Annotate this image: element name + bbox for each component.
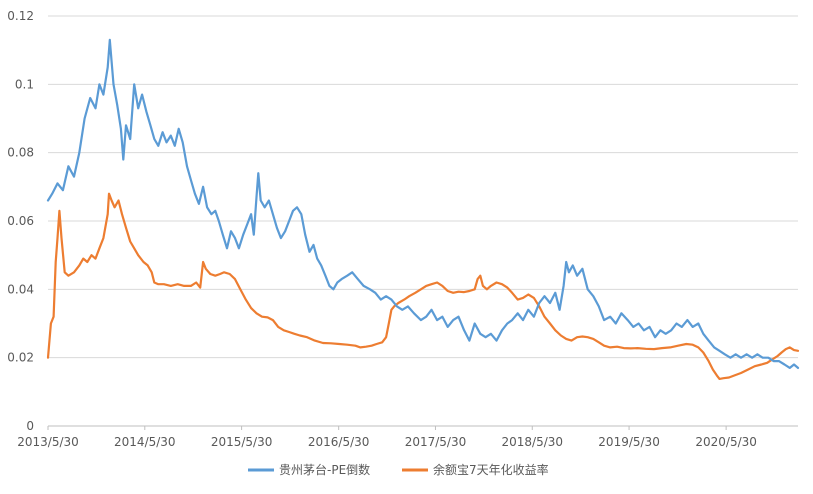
legend: 贵州茅台-PE倒数 余额宝7天年化收益率 bbox=[248, 462, 549, 477]
series-line bbox=[46, 192, 800, 380]
x-tick-label: 2018/5/30 bbox=[501, 435, 563, 449]
y-axis-tick-labels: 0 0.02 0.04 0.06 0.08 0.1 0.12 bbox=[7, 9, 34, 433]
legend-entry-label: 余额宝7天年化收益率 bbox=[433, 462, 549, 477]
series-layer bbox=[46, 38, 800, 380]
y-tick-label: 0 bbox=[26, 419, 34, 433]
x-tick-label: 2013/5/30 bbox=[17, 435, 79, 449]
x-axis-tick-labels: 2013/5/30 2014/5/30 2015/5/30 2016/5/30 2017… bbox=[17, 426, 757, 449]
x-tick-label: 2017/5/30 bbox=[405, 435, 467, 449]
x-tick-label: 2020/5/30 bbox=[695, 435, 757, 449]
series-line bbox=[46, 38, 800, 369]
y-tick-label: 0.12 bbox=[7, 9, 34, 23]
legend-entry-label: 贵州茅台-PE倒数 bbox=[279, 462, 370, 477]
x-tick-label: 2016/5/30 bbox=[308, 435, 370, 449]
y-tick-label: 0.1 bbox=[15, 77, 34, 91]
x-tick-label: 2015/5/30 bbox=[211, 435, 273, 449]
y-tick-label: 0.04 bbox=[7, 282, 34, 296]
y-tick-label: 0.02 bbox=[7, 351, 34, 365]
y-tick-label: 0.08 bbox=[7, 146, 34, 160]
y-tick-label: 0.06 bbox=[7, 214, 34, 228]
x-tick-label: 2014/5/30 bbox=[114, 435, 176, 449]
gridlines bbox=[48, 15, 798, 359]
x-tick-label: 2019/5/30 bbox=[598, 435, 660, 449]
